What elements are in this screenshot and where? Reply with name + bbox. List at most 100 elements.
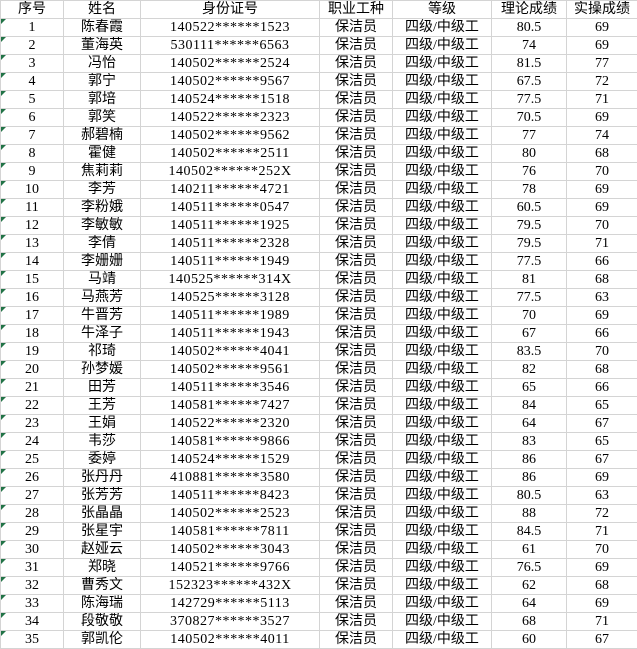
theory-score-cell[interactable]: 80.5 (491, 18, 567, 37)
practical-score-cell[interactable]: 69 (566, 594, 637, 613)
practical-score-cell[interactable]: 66 (566, 324, 637, 343)
level-cell[interactable]: 四级/中级工 (392, 90, 492, 109)
name-cell[interactable]: 郝碧楠 (63, 126, 141, 145)
practical-score-cell[interactable]: 72 (566, 504, 637, 523)
job-cell[interactable]: 保洁员 (319, 342, 393, 361)
level-cell[interactable]: 四级/中级工 (392, 522, 492, 541)
theory-score-cell[interactable]: 62 (491, 576, 567, 595)
seq-cell[interactable]: 14 (0, 252, 64, 271)
job-cell[interactable]: 保洁员 (319, 630, 393, 649)
name-cell[interactable]: 张芳芳 (63, 486, 141, 505)
level-cell[interactable]: 四级/中级工 (392, 216, 492, 235)
name-cell[interactable]: 郭培 (63, 90, 141, 109)
seq-cell[interactable]: 9 (0, 162, 64, 181)
practical-score-cell[interactable]: 67 (566, 414, 637, 433)
seq-cell[interactable]: 23 (0, 414, 64, 433)
seq-cell[interactable]: 17 (0, 306, 64, 325)
level-cell[interactable]: 四级/中级工 (392, 234, 492, 253)
seq-cell[interactable]: 1 (0, 18, 64, 37)
id-cell[interactable]: 140522******2320 (140, 414, 320, 433)
id-cell[interactable]: 140525******3128 (140, 288, 320, 307)
level-cell[interactable]: 四级/中级工 (392, 270, 492, 289)
level-cell[interactable]: 四级/中级工 (392, 576, 492, 595)
job-cell[interactable]: 保洁员 (319, 198, 393, 217)
theory-score-cell[interactable]: 84 (491, 396, 567, 415)
level-cell[interactable]: 四级/中级工 (392, 360, 492, 379)
id-cell[interactable]: 140524******1518 (140, 90, 320, 109)
practical-score-cell[interactable]: 63 (566, 486, 637, 505)
name-cell[interactable]: 李倩 (63, 234, 141, 253)
practical-score-cell[interactable]: 69 (566, 558, 637, 577)
seq-cell[interactable]: 18 (0, 324, 64, 343)
id-cell[interactable]: 140511******3546 (140, 378, 320, 397)
theory-score-cell[interactable]: 76.5 (491, 558, 567, 577)
theory-score-cell[interactable]: 81.5 (491, 54, 567, 73)
theory-score-cell[interactable]: 83.5 (491, 342, 567, 361)
level-cell[interactable]: 四级/中级工 (392, 72, 492, 91)
name-cell[interactable]: 董海英 (63, 36, 141, 55)
id-cell[interactable]: 140502******4011 (140, 630, 320, 649)
id-cell[interactable]: 140525******314X (140, 270, 320, 289)
theory-score-cell[interactable]: 83 (491, 432, 567, 451)
name-cell[interactable]: 曹秀文 (63, 576, 141, 595)
id-cell[interactable]: 140511******2328 (140, 234, 320, 253)
seq-cell[interactable]: 32 (0, 576, 64, 595)
level-cell[interactable]: 四级/中级工 (392, 198, 492, 217)
level-cell[interactable]: 四级/中级工 (392, 432, 492, 451)
seq-cell[interactable]: 35 (0, 630, 64, 649)
job-cell[interactable]: 保洁员 (319, 108, 393, 127)
practical-score-cell[interactable]: 70 (566, 162, 637, 181)
name-cell[interactable]: 冯怡 (63, 54, 141, 73)
name-cell[interactable]: 李芳 (63, 180, 141, 199)
job-cell[interactable]: 保洁员 (319, 432, 393, 451)
practical-score-cell[interactable]: 69 (566, 198, 637, 217)
seq-cell[interactable]: 24 (0, 432, 64, 451)
theory-score-cell[interactable]: 64 (491, 414, 567, 433)
level-cell[interactable]: 四级/中级工 (392, 162, 492, 181)
id-cell[interactable]: 140521******9766 (140, 558, 320, 577)
job-cell[interactable]: 保洁员 (319, 378, 393, 397)
job-cell[interactable]: 保洁员 (319, 396, 393, 415)
job-cell[interactable]: 保洁员 (319, 360, 393, 379)
practical-score-cell[interactable]: 69 (566, 468, 637, 487)
theory-score-cell[interactable]: 86 (491, 468, 567, 487)
level-cell[interactable]: 四级/中级工 (392, 54, 492, 73)
job-cell[interactable]: 保洁员 (319, 162, 393, 181)
id-cell[interactable]: 140581******9866 (140, 432, 320, 451)
seq-cell[interactable]: 6 (0, 108, 64, 127)
id-cell[interactable]: 140522******1523 (140, 18, 320, 37)
job-cell[interactable]: 保洁员 (319, 216, 393, 235)
name-cell[interactable]: 祁琦 (63, 342, 141, 361)
name-cell[interactable]: 田芳 (63, 378, 141, 397)
id-cell[interactable]: 140511******8423 (140, 486, 320, 505)
id-cell[interactable]: 530111******6563 (140, 36, 320, 55)
practical-score-cell[interactable]: 65 (566, 432, 637, 451)
level-cell[interactable]: 四级/中级工 (392, 630, 492, 649)
id-cell[interactable]: 140502******3043 (140, 540, 320, 559)
practical-score-cell[interactable]: 77 (566, 54, 637, 73)
theory-score-cell[interactable]: 67 (491, 324, 567, 343)
name-cell[interactable]: 王芳 (63, 396, 141, 415)
practical-score-cell[interactable]: 70 (566, 216, 637, 235)
id-cell[interactable]: 142729******5113 (140, 594, 320, 613)
job-cell[interactable]: 保洁员 (319, 180, 393, 199)
job-cell[interactable]: 保洁员 (319, 252, 393, 271)
level-cell[interactable]: 四级/中级工 (392, 126, 492, 145)
id-cell[interactable]: 140502******9562 (140, 126, 320, 145)
header-cell-id[interactable]: 身份证号 (140, 0, 320, 19)
id-cell[interactable]: 410881******3580 (140, 468, 320, 487)
practical-score-cell[interactable]: 72 (566, 72, 637, 91)
theory-score-cell[interactable]: 80.5 (491, 486, 567, 505)
job-cell[interactable]: 保洁员 (319, 306, 393, 325)
level-cell[interactable]: 四级/中级工 (392, 450, 492, 469)
level-cell[interactable]: 四级/中级工 (392, 414, 492, 433)
seq-cell[interactable]: 31 (0, 558, 64, 577)
job-cell[interactable]: 保洁员 (319, 468, 393, 487)
level-cell[interactable]: 四级/中级工 (392, 108, 492, 127)
theory-score-cell[interactable]: 65 (491, 378, 567, 397)
theory-score-cell[interactable]: 68 (491, 612, 567, 631)
level-cell[interactable]: 四级/中级工 (392, 396, 492, 415)
practical-score-cell[interactable]: 71 (566, 612, 637, 631)
name-cell[interactable]: 王娟 (63, 414, 141, 433)
practical-score-cell[interactable]: 69 (566, 306, 637, 325)
